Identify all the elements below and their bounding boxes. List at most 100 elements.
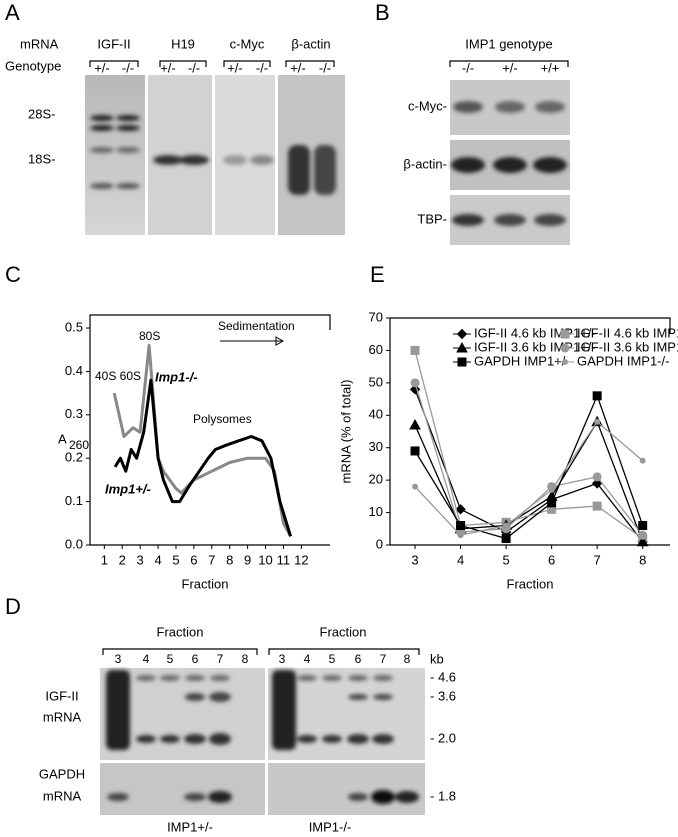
lane-label: 8 <box>404 652 411 666</box>
y-tick-label: 0.5 <box>65 319 83 334</box>
legend-marker <box>560 329 570 339</box>
y-tick-label: 0.0 <box>65 536 83 551</box>
genotype-label: +/+ <box>541 60 560 75</box>
lane-label: 6 <box>355 652 362 666</box>
size-label: - 4.6 <box>430 669 456 684</box>
marker-label: 18S- <box>28 151 55 166</box>
y-tick-label: 0 <box>376 536 383 551</box>
x-tick-label: 1 <box>101 552 108 567</box>
arrow <box>220 336 285 346</box>
y-tick-label: 0.3 <box>65 406 83 421</box>
point <box>457 532 464 539</box>
panel-title: IMP1 genotype <box>465 36 552 51</box>
genotype-label: -/- <box>188 60 200 75</box>
line <box>414 420 644 543</box>
probe-label: mRNA <box>43 788 82 803</box>
line <box>414 382 644 536</box>
y-tick-label: 20 <box>369 472 383 487</box>
blot-label: c-Myc- <box>408 98 447 113</box>
genotype-label: -/- <box>256 60 268 75</box>
panel-label: B <box>375 0 390 25</box>
annotation: Polysomes <box>193 412 252 426</box>
probe-label: mRNA <box>43 709 82 724</box>
probe-label: c-Myc <box>230 36 265 51</box>
x-tick-label: 6 <box>548 552 555 567</box>
x-tick-label: 4 <box>457 552 464 567</box>
x-tick-label: 7 <box>594 552 601 567</box>
y-tick-label: 50 <box>369 374 383 389</box>
blot-label: β-actin- <box>403 156 447 171</box>
point <box>456 521 466 531</box>
line <box>414 394 644 540</box>
x-tick-label: 3 <box>137 552 144 567</box>
point <box>501 534 511 544</box>
point <box>591 478 603 489</box>
size-label: - 1.8 <box>430 788 456 803</box>
point <box>455 504 466 515</box>
series-label: Imp1+/- <box>105 481 151 496</box>
point <box>548 486 555 493</box>
point <box>636 535 649 547</box>
x-tick-label: 11 <box>277 552 291 567</box>
point <box>547 498 557 508</box>
panel-label: E <box>370 262 385 287</box>
annotation: 40S 60S <box>95 369 141 383</box>
x-axis-label: Fraction <box>182 576 229 591</box>
point <box>594 418 601 425</box>
point <box>639 457 646 464</box>
genotype-label: IMP1-/- <box>309 819 352 834</box>
x-tick-label: 6 <box>190 552 197 567</box>
x-tick-label: 5 <box>172 552 179 567</box>
series-label: Imp1-/- <box>155 369 198 384</box>
x-tick-label: 2 <box>119 552 126 567</box>
point <box>503 522 510 529</box>
axis-frame <box>389 317 671 546</box>
blot-label: TBP- <box>417 211 447 226</box>
genotype-label: IMP1+/- <box>167 819 213 834</box>
annotation: Sedimentation <box>218 319 295 333</box>
size-label: - 2.0 <box>430 730 456 745</box>
legend-label: GAPDH IMP1+/- <box>474 353 570 368</box>
legend-marker <box>562 359 568 365</box>
annotation: 80S <box>139 329 160 343</box>
lane-label: 8 <box>242 652 249 666</box>
point <box>409 384 421 395</box>
y-tick-label: 70 <box>369 309 383 324</box>
legend-marker <box>560 343 570 353</box>
probe-label: IGF-II <box>97 36 130 51</box>
probe-label: β-actin <box>291 36 330 51</box>
y-tick-label: 40 <box>369 407 383 422</box>
y-axis-label: mRNA (% of total) <box>338 379 353 483</box>
legend-marker <box>456 328 468 340</box>
lane-label: 4 <box>304 652 311 666</box>
panel-label: D <box>5 594 21 619</box>
lane-label: 3 <box>115 652 122 666</box>
genotype-label: -/- <box>122 60 134 75</box>
blots-b <box>450 80 570 245</box>
x-tick-label: 8 <box>639 552 646 567</box>
genotype-label: +/- <box>160 60 176 75</box>
legend-label: GAPDH IMP1-/- <box>577 353 669 368</box>
point <box>409 418 421 430</box>
line <box>414 350 644 540</box>
line <box>414 420 644 537</box>
probe-label: GAPDH <box>39 766 85 781</box>
marker-label: 28S- <box>28 106 55 121</box>
x-axis-label: Fraction <box>507 576 554 591</box>
legend-label: IGF-II 4.6 kb IMP1-/- <box>577 325 678 340</box>
blots-d <box>100 668 425 815</box>
lane-label: 7 <box>217 652 224 666</box>
legend-marker <box>456 341 468 353</box>
row-label: mRNA <box>20 36 59 51</box>
line <box>113 378 293 537</box>
y-tick-label: 0.1 <box>65 493 83 508</box>
axis-frame <box>89 314 331 546</box>
genotype-label: +/- <box>502 60 518 75</box>
genotype-label: -/- <box>462 60 474 75</box>
y-tick-label: 0.2 <box>65 450 83 465</box>
point <box>410 446 420 456</box>
lane-label: 5 <box>329 652 336 666</box>
row-label: Genotype <box>5 58 61 73</box>
point <box>410 345 420 355</box>
y-tick-label: 0.4 <box>65 363 83 378</box>
